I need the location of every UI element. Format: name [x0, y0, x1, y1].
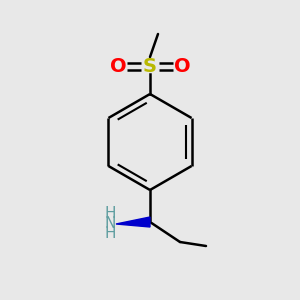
Text: O: O — [110, 56, 126, 76]
Polygon shape — [116, 217, 150, 227]
Text: S: S — [143, 56, 157, 76]
Text: H: H — [104, 226, 116, 242]
Text: H: H — [104, 206, 116, 221]
Text: N: N — [104, 217, 116, 232]
Text: O: O — [174, 56, 190, 76]
